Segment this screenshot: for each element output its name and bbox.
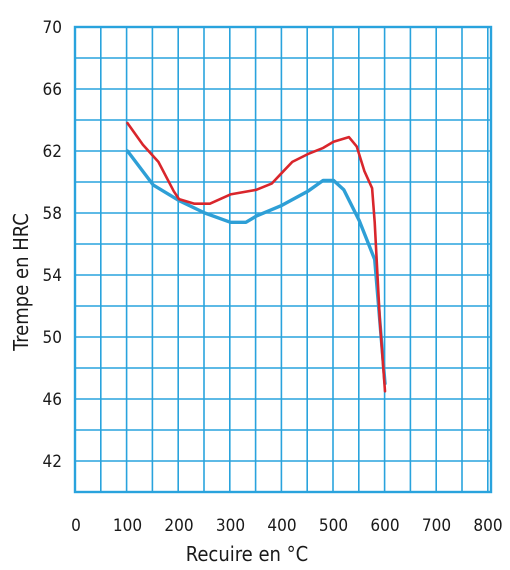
- plot-area: [73, 25, 493, 494]
- x-tick-label: 200: [164, 516, 193, 536]
- series-line-1: [125, 149, 387, 386]
- chart-grid: [74, 26, 491, 493]
- x-tick-label: 800: [473, 516, 502, 536]
- y-tick-label: 66: [43, 80, 62, 100]
- y-tick-label: 54: [43, 266, 62, 286]
- y-tick-label: 42: [43, 452, 62, 472]
- y-tick-label: 50: [43, 328, 62, 348]
- plot-frame: [73, 25, 493, 494]
- y-axis-title: Trempe en HRC: [9, 213, 33, 352]
- x-tick-label: 100: [113, 516, 142, 536]
- x-tick-label: 300: [216, 516, 245, 536]
- x-tick-label: 0: [71, 516, 81, 536]
- x-axis-ticks: 0 100 200 300 400 500 600 700 800: [71, 516, 502, 536]
- y-tick-label: 62: [43, 142, 62, 162]
- y-tick-label: 58: [43, 204, 62, 224]
- y-tick-label: 70: [43, 18, 62, 38]
- x-tick-label: 500: [319, 516, 348, 536]
- x-axis-title: Recuire en °C: [186, 542, 308, 566]
- series-line-2: [126, 121, 387, 393]
- x-tick-label: 600: [370, 516, 399, 536]
- x-tick-label: 400: [267, 516, 296, 536]
- series-layer: [125, 121, 387, 393]
- y-axis-ticks: 70 66 62 58 54 50 46 42: [43, 18, 62, 472]
- y-tick-label: 46: [43, 390, 62, 410]
- x-tick-label: 700: [422, 516, 451, 536]
